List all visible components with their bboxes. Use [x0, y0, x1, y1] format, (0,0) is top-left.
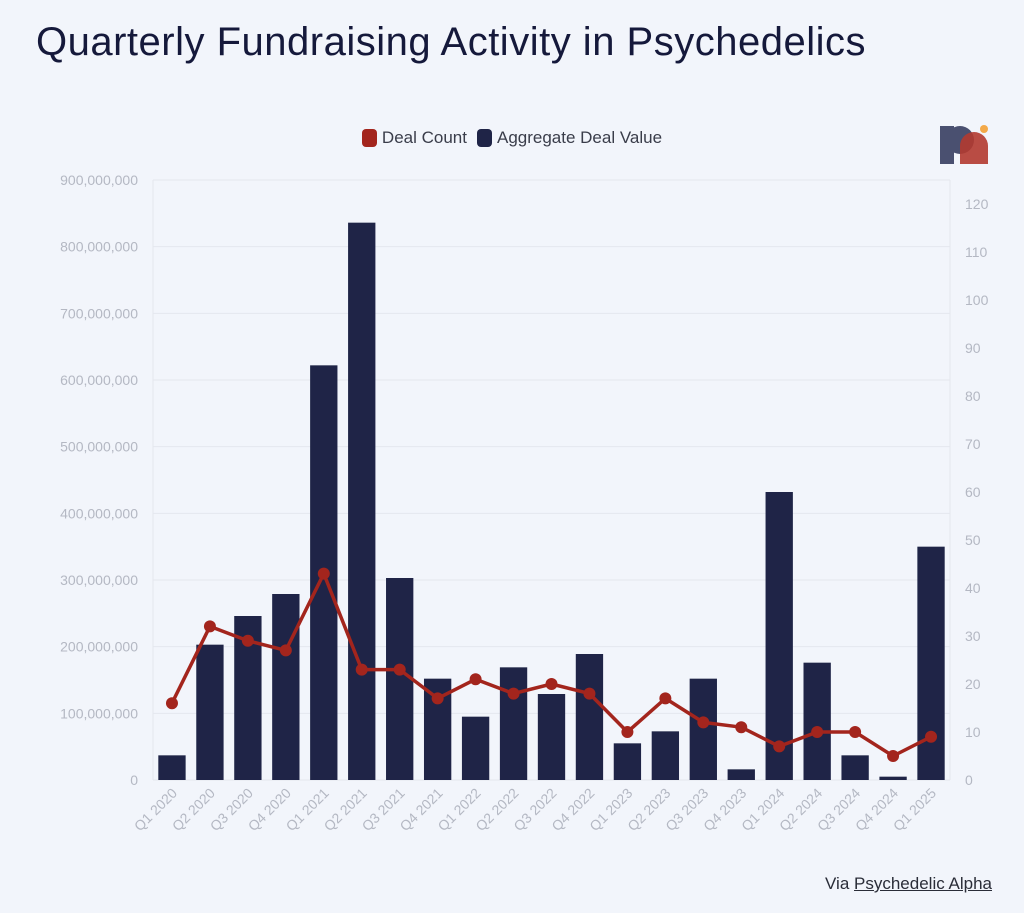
right-tick-label: 60 — [965, 484, 981, 500]
legend-item-aggregate-value[interactable]: Aggregate Deal Value — [476, 128, 663, 148]
left-tick-label: 0 — [130, 772, 138, 788]
left-tick-label: 800,000,000 — [60, 239, 138, 255]
point-q3-2021[interactable] — [393, 663, 406, 676]
bar-q1-2024[interactable] — [765, 492, 793, 780]
left-y-axis: 0 100,000,000 200,000,000 300,000,000 400,00… — [60, 172, 138, 788]
point-q3-2023[interactable] — [697, 716, 710, 729]
point-q2-2022[interactable] — [507, 687, 520, 700]
source-link[interactable]: Psychedelic Alpha — [854, 874, 992, 893]
point-q4-2020[interactable] — [279, 644, 292, 657]
point-q3-2020[interactable] — [241, 634, 254, 647]
bar-q1-2023[interactable] — [613, 743, 642, 780]
point-q3-2022[interactable] — [545, 678, 558, 690]
right-tick-label: 0 — [965, 772, 973, 788]
legend-label-deal-count: Deal Count — [381, 128, 467, 147]
point-q1-2025[interactable] — [925, 730, 938, 743]
left-tick-label: 400,000,000 — [60, 505, 138, 521]
left-tick-label: 900,000,000 — [60, 172, 138, 188]
right-tick-label: 30 — [965, 628, 981, 644]
right-y-axis: 0 10 20 30 40 50 60 70 80 90 100 110 120 — [965, 196, 989, 788]
chart-title: Quarterly Fundraising Activity in Psyche… — [36, 20, 866, 64]
point-q1-2024[interactable] — [773, 740, 786, 753]
psychedelic-alpha-logo-icon — [940, 125, 988, 164]
bar-q4-2024[interactable] — [879, 776, 907, 780]
bar-q4-2023[interactable] — [727, 769, 755, 780]
bars-series-aggregate-deal-value — [158, 222, 945, 780]
bar-q2-2021[interactable] — [348, 222, 376, 780]
right-tick-label: 110 — [965, 244, 988, 260]
point-q2-2023[interactable] — [659, 692, 672, 705]
point-q4-2022[interactable] — [583, 687, 596, 700]
left-tick-label: 500,000,000 — [60, 439, 138, 455]
right-tick-label: 20 — [965, 676, 981, 692]
x-tick-label: Q1 2025 — [890, 785, 939, 834]
right-tick-label: 70 — [965, 436, 981, 452]
right-tick-label: 50 — [965, 532, 981, 548]
point-q1-2020[interactable] — [165, 697, 178, 710]
legend-swatch-aggregate-value — [476, 129, 492, 147]
point-q1-2023[interactable] — [621, 726, 634, 738]
bar-q1-2025[interactable] — [917, 546, 945, 780]
point-q1-2022[interactable] — [469, 673, 482, 686]
legend-label-aggregate-value: Aggregate Deal Value — [496, 128, 663, 147]
legend-swatch-deal-count — [361, 129, 377, 147]
bar-q2-2023[interactable] — [651, 731, 680, 780]
right-tick-label: 90 — [965, 340, 981, 356]
bar-q3-2021[interactable] — [386, 578, 414, 780]
point-q1-2021[interactable] — [317, 567, 330, 580]
left-tick-label: 700,000,000 — [60, 305, 138, 321]
right-tick-label: 10 — [965, 724, 981, 740]
right-tick-label: 40 — [965, 580, 981, 596]
point-q3-2024[interactable] — [849, 726, 862, 738]
right-tick-label: 120 — [965, 196, 989, 212]
bar-q2-2024[interactable] — [803, 662, 831, 780]
source-credit: Via Psychedelic Alpha — [825, 874, 992, 894]
left-tick-label: 100,000,000 — [60, 705, 138, 721]
point-q2-2021[interactable] — [355, 663, 368, 676]
left-tick-label: 300,000,000 — [60, 572, 138, 588]
point-q2-2020[interactable] — [203, 620, 216, 633]
point-q4-2023[interactable] — [735, 721, 748, 734]
bar-q1-2022[interactable] — [461, 716, 490, 780]
bar-q1-2020[interactable] — [158, 755, 186, 780]
legend-item-deal-count[interactable]: Deal Count — [361, 128, 467, 148]
bar-q2-2022[interactable] — [499, 667, 528, 780]
line-series-deal-count — [165, 567, 938, 762]
point-q4-2021[interactable] — [431, 692, 444, 705]
source-prefix: Via — [825, 874, 850, 893]
point-q2-2024[interactable] — [811, 726, 824, 738]
chart-legend: Deal Count Aggregate Deal Value — [0, 128, 1024, 148]
right-tick-label: 80 — [965, 388, 981, 404]
bar-q3-2024[interactable] — [841, 755, 869, 780]
bar-q3-2022[interactable] — [537, 694, 566, 780]
point-q4-2024[interactable] — [887, 750, 900, 762]
right-tick-label: 100 — [965, 292, 989, 308]
bar-q4-2022[interactable] — [575, 654, 604, 780]
left-tick-label: 600,000,000 — [60, 372, 138, 388]
left-tick-label: 200,000,000 — [60, 639, 138, 655]
bar-q2-2020[interactable] — [196, 644, 224, 780]
bar-q3-2023[interactable] — [689, 678, 717, 780]
bar-q4-2020[interactable] — [272, 594, 300, 780]
